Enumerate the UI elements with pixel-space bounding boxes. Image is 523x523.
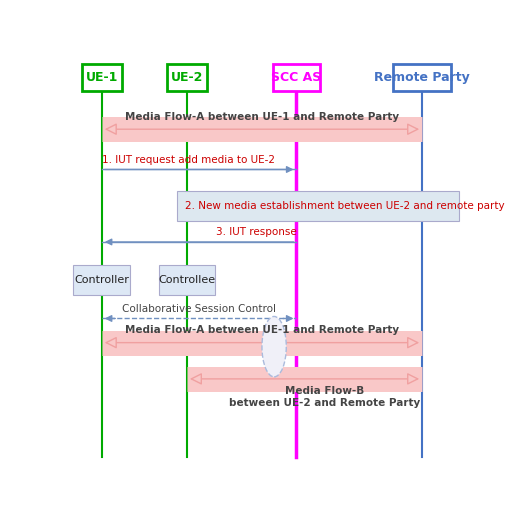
Text: Controllee: Controllee bbox=[158, 275, 215, 285]
Text: Media Flow-A between UE-1 and Remote Party: Media Flow-A between UE-1 and Remote Par… bbox=[125, 112, 399, 122]
Text: 2. New media establishment between UE-2 and remote party: 2. New media establishment between UE-2 … bbox=[185, 201, 505, 211]
Ellipse shape bbox=[262, 316, 286, 377]
Text: SCC AS: SCC AS bbox=[271, 71, 322, 84]
FancyBboxPatch shape bbox=[393, 64, 451, 91]
Text: Remote Party: Remote Party bbox=[374, 71, 470, 84]
Text: UE-2: UE-2 bbox=[171, 71, 203, 84]
FancyBboxPatch shape bbox=[82, 64, 122, 91]
Text: Media Flow-B
between UE-2 and Remote Party: Media Flow-B between UE-2 and Remote Par… bbox=[229, 386, 420, 408]
FancyBboxPatch shape bbox=[177, 190, 459, 221]
Text: 3. IUT response: 3. IUT response bbox=[215, 227, 297, 237]
Text: Collaborative Session Control: Collaborative Session Control bbox=[122, 304, 276, 314]
Text: 1. IUT request add media to UE-2: 1. IUT request add media to UE-2 bbox=[102, 155, 275, 165]
FancyBboxPatch shape bbox=[167, 64, 207, 91]
FancyBboxPatch shape bbox=[73, 265, 130, 295]
Text: Media Flow-A between UE-1 and Remote Party: Media Flow-A between UE-1 and Remote Par… bbox=[125, 325, 399, 335]
FancyBboxPatch shape bbox=[273, 64, 320, 91]
Text: UE-1: UE-1 bbox=[86, 71, 118, 84]
FancyBboxPatch shape bbox=[158, 265, 215, 295]
Text: Controller: Controller bbox=[74, 275, 129, 285]
